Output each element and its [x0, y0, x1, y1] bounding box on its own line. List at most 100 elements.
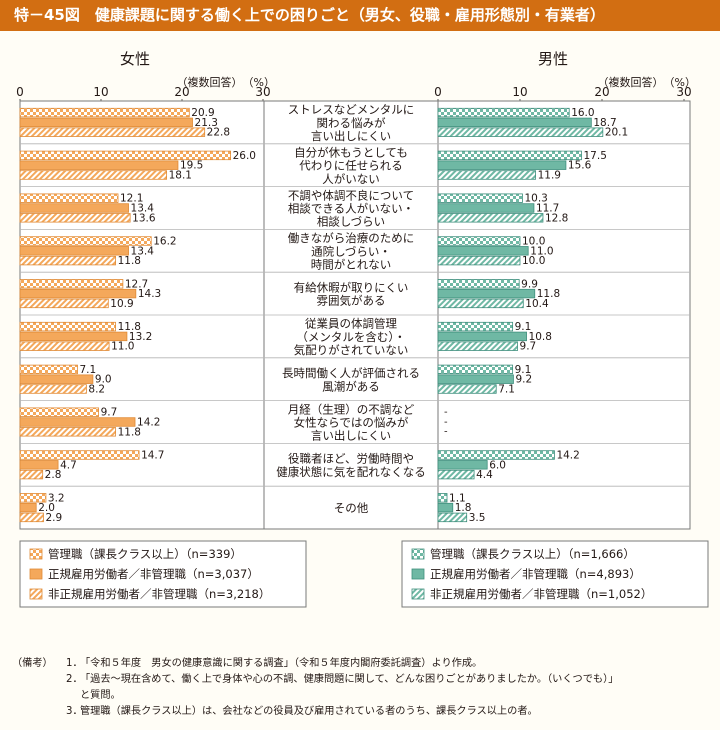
legend-box-female — [19, 540, 307, 608]
bar-male-series2 — [437, 460, 488, 470]
bar-female-series1 — [19, 321, 116, 332]
note-number: 1． — [66, 658, 83, 669]
bar-value-label: 11.8 — [118, 426, 141, 438]
category-label: 月経（生理）の不調など — [288, 402, 415, 416]
category-label: 女性ならではの悩みが — [294, 416, 409, 430]
axis-unit-male: （複数回答） （%） — [598, 75, 696, 89]
bar-value-label: 13.4 — [131, 245, 155, 257]
bar-male-series3 — [437, 127, 604, 137]
legend-swatch-male-1 — [411, 548, 425, 560]
bar-value-label: 4.7 — [60, 459, 77, 471]
legend-swatch-female-2 — [29, 568, 43, 580]
bar-male-series3 — [437, 341, 518, 351]
bar-value-label: 11.8 — [118, 321, 141, 333]
bar-female-series2 — [19, 203, 129, 213]
category-label: 自分が休もうとしても — [294, 146, 408, 160]
bar-male-series2 — [437, 203, 535, 213]
bar-value-label: 7.1 — [80, 364, 97, 376]
bar-missing-label: - — [444, 427, 448, 438]
bar-male-series2 — [437, 331, 527, 342]
tick-label-male-30: 30 — [676, 85, 691, 99]
category-label: 風潮がある — [322, 379, 380, 393]
note-number: 3． — [66, 706, 83, 717]
category-label: 従業員の体調管理 — [305, 317, 397, 331]
bar-female-series3 — [19, 512, 44, 523]
bar-value-label: 21.3 — [195, 117, 218, 129]
chart-title: 特－45図 健康課題に関する働く上での困りごと（男女、役職・雇用形態別・有業者） — [0, 0, 720, 31]
bar-value-label: 1.1 — [449, 492, 466, 504]
bar-female-series3 — [19, 469, 44, 480]
bar-male-series1 — [437, 150, 582, 161]
bar-value-label: 11.8 — [537, 288, 560, 300]
tick-label-female-30: 30 — [255, 85, 270, 99]
bar-value-label: 11.0 — [111, 341, 134, 353]
legend-label-male-2: 正規雇用労働者／非管理職（n=4,893） — [430, 567, 641, 581]
bar-value-label: 13.6 — [132, 212, 156, 224]
bar-value-label: 20.9 — [191, 107, 214, 119]
bar-value-label: 3.2 — [48, 492, 65, 504]
bar-value-label: 12.1 — [120, 193, 143, 205]
bar-female-series2 — [19, 288, 137, 299]
tick-label-male-0: 0 — [434, 85, 442, 99]
bar-female-series3 — [19, 213, 131, 223]
bar-male-series1 — [437, 107, 570, 118]
bar-female-series3 — [19, 255, 116, 266]
bar-value-label: 9.1 — [515, 321, 532, 333]
bar-male-series3 — [437, 170, 536, 180]
bar-female-series3 — [19, 341, 110, 351]
bar-female-series1 — [19, 150, 232, 161]
notes-prefix: （備考） — [12, 658, 53, 669]
legend-label-female-3: 非正規雇用労働者／非管理職（n=3,218） — [48, 587, 270, 601]
bar-value-label: 9.2 — [515, 374, 532, 386]
bar-male-series1 — [437, 236, 521, 246]
bar-female-series3 — [19, 384, 87, 394]
note-line: と質問。 — [12, 688, 712, 704]
bar-male-series1 — [437, 493, 448, 503]
bar-male-series2 — [437, 117, 592, 128]
bar-female-series2 — [19, 117, 193, 128]
bar-female-series3 — [19, 427, 116, 437]
chart-canvas: 女性 （複数回答） （%） 0 10 20 30 男性 （複数回答） （%） 0 10 20 30 スト… — [16, 50, 709, 608]
bar-female-series2 — [19, 374, 94, 384]
bar-value-label: 11.7 — [536, 203, 559, 215]
bar-male-series2 — [437, 160, 567, 170]
legend-label-female-1: 管理職（課長クラス以上）（n=339） — [48, 547, 242, 561]
bar-value-label: 9.7 — [101, 407, 118, 419]
category-label: 不調や体調不良について — [288, 188, 414, 202]
bar-value-label: 11.9 — [538, 170, 561, 182]
notes: （備考） 1． 「令和５年度 男女の健康意識に関する調査」（令和５年度内閣府委託調査… — [12, 656, 712, 720]
legend-swatch-male-2 — [411, 568, 425, 580]
bar-male-series3 — [437, 255, 521, 266]
bar-value-label: 7.1 — [498, 384, 515, 396]
bar-value-label: 14.2 — [137, 417, 160, 429]
bar-value-label: 12.8 — [545, 212, 568, 224]
category-label: 代わりに任せられる — [299, 159, 403, 173]
category-label: 相談しづらい — [317, 215, 385, 229]
bar-value-label: 22.8 — [207, 127, 230, 139]
bar-value-label: 17.5 — [584, 150, 607, 162]
bar-male-series3 — [437, 469, 475, 480]
category-label: 役職者ほど、労働時間や — [288, 452, 414, 466]
category-label: 関わる悩みが — [317, 116, 386, 130]
bar-value-label: 2.8 — [45, 469, 62, 481]
bar-value-label: 10.0 — [522, 236, 545, 248]
panel-label-male: 男性 — [538, 50, 568, 68]
tick-label-female-20: 20 — [174, 85, 189, 99]
category-label: 言い出しにくい — [311, 129, 391, 143]
bar-value-label: 11.0 — [530, 245, 553, 257]
bar-value-label: 18.1 — [169, 170, 192, 182]
bar-value-label: 8.2 — [88, 384, 105, 396]
bar-female-series2 — [19, 331, 128, 342]
axis-unit-female: （複数回答） （%） — [177, 75, 275, 89]
bar-value-label: 9.1 — [515, 364, 532, 376]
bar-female-series2 — [19, 460, 59, 470]
bar-male-series1 — [437, 364, 514, 375]
tick-label-female-10: 10 — [93, 85, 108, 99]
bar-value-label: 15.6 — [568, 160, 592, 172]
bar-male-series1 — [437, 450, 555, 460]
bar-value-label: 16.0 — [571, 107, 594, 119]
bar-value-label: 13.2 — [129, 331, 152, 343]
bar-value-label: 9.7 — [520, 341, 537, 353]
bar-value-label: 1.8 — [455, 502, 472, 514]
bar-value-label: 11.8 — [118, 255, 141, 267]
